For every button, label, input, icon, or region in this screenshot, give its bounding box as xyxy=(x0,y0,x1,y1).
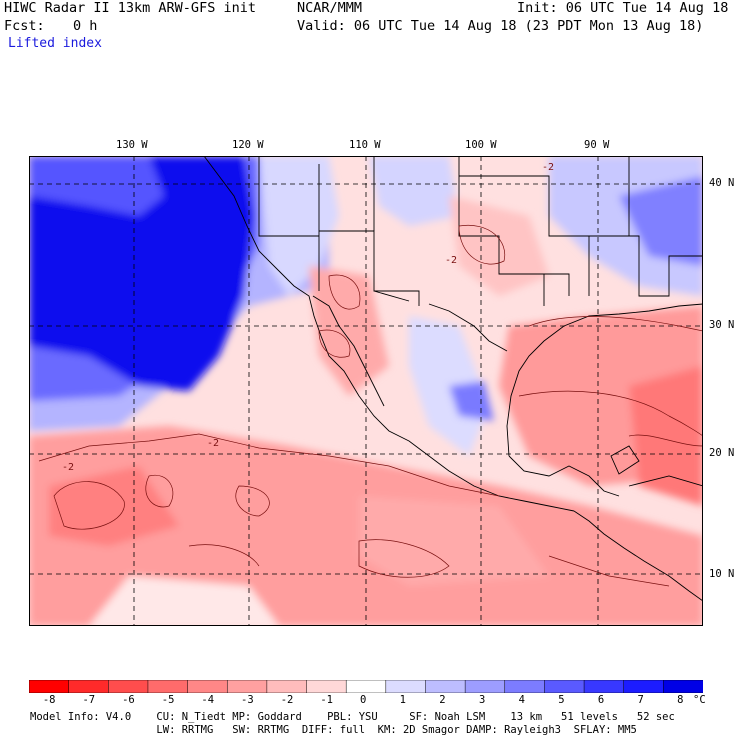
colorbar-swatch xyxy=(29,680,70,693)
colorbar-swatch xyxy=(226,680,268,693)
lon-label: 90 W xyxy=(584,139,610,151)
colorbar-swatch xyxy=(504,680,546,693)
colorbar-swatch xyxy=(583,680,625,693)
contour-labels: -2 -2 -2 -2 xyxy=(62,162,554,473)
field-name: Lifted index xyxy=(8,36,102,51)
contour-label: -2 xyxy=(445,255,457,266)
colorbar-tick-label: 2 xyxy=(439,694,446,706)
lon-label: 100 W xyxy=(465,139,497,151)
colorbar-tick-label: -3 xyxy=(241,694,254,706)
colorbar-swatch xyxy=(345,680,387,693)
colorbar-tick-label: -5 xyxy=(161,694,175,706)
lifted-index-map: -2 -2 -2 -2 xyxy=(29,156,703,626)
lat-label: 20 N xyxy=(709,447,735,459)
contour-label: -2 xyxy=(542,162,554,173)
colorbar-tick-label: -4 xyxy=(201,694,215,706)
lat-label: 10 N xyxy=(709,568,735,580)
model-info-line1: Model Info: V4.0 CU: N_Tiedt MP: Goddard… xyxy=(30,711,675,723)
colorbar-swatch xyxy=(266,680,308,693)
colorbar-swatch xyxy=(623,680,665,693)
colorbar-swatch xyxy=(425,680,466,693)
valid-time: Valid: 06 UTC Tue 14 Aug 18 (23 PDT Mon … xyxy=(297,18,704,34)
forecast-label: Fcst: xyxy=(4,18,45,34)
forecast-hour: 0 h xyxy=(73,18,98,34)
model-info-line2: LW: RRTMG SW: RRTMG DIFF: full KM: 2D Sm… xyxy=(30,724,637,736)
colorbar-swatch xyxy=(663,680,703,693)
colorbar-swatch xyxy=(108,680,149,693)
colorbar-swatch xyxy=(464,680,506,693)
lat-label: 40 N xyxy=(709,177,735,189)
contour-label: -2 xyxy=(62,462,74,473)
graticule xyxy=(29,156,703,626)
colorbar-swatch xyxy=(68,680,110,693)
colorbar-tick-label: 3 xyxy=(478,694,486,706)
colorbar-swatch xyxy=(147,680,189,693)
colorbar-unit: °C xyxy=(693,694,706,706)
colorbar-tick-label: 7 xyxy=(637,694,644,706)
init-time: Init: 06 UTC Tue 14 Aug 18 xyxy=(517,0,729,16)
coastlines xyxy=(203,156,703,602)
colorbar-tick-label: 6 xyxy=(597,694,605,706)
colorbar-tick-label: -6 xyxy=(122,694,135,706)
colorbar-tick-label: -8 xyxy=(42,694,56,706)
colorbar-tick-label: 8 xyxy=(677,694,684,706)
colorbar-tick-label: -2 xyxy=(280,694,294,706)
colorbar-swatch xyxy=(385,680,427,693)
contours xyxy=(38,224,703,587)
colorbar-tick-label: 5 xyxy=(558,694,565,706)
colorbar-tick-label: -1 xyxy=(320,694,333,706)
map-frame xyxy=(29,156,703,626)
map-title: HIWC Radar II 13km ARW-GFS init xyxy=(4,0,256,16)
contour-label: -2 xyxy=(207,438,219,449)
colorbar-swatch xyxy=(306,680,347,693)
colorbar-swatch xyxy=(187,680,228,693)
colorbar-swatch xyxy=(544,680,585,693)
lon-label: 110 W xyxy=(349,139,381,151)
lon-label: 130 W xyxy=(116,139,148,151)
colorbar-tick-label: 0 xyxy=(360,694,367,706)
lat-label: 30 N xyxy=(709,319,735,331)
lon-label: 120 W xyxy=(232,139,264,151)
colorbar-tick-label: 1 xyxy=(399,694,406,706)
colorbar xyxy=(29,680,703,693)
colorbar-tick-label: 4 xyxy=(518,694,525,706)
colorbar-tick-label: -7 xyxy=(82,694,96,706)
source-label: NCAR/MMM xyxy=(297,0,363,16)
